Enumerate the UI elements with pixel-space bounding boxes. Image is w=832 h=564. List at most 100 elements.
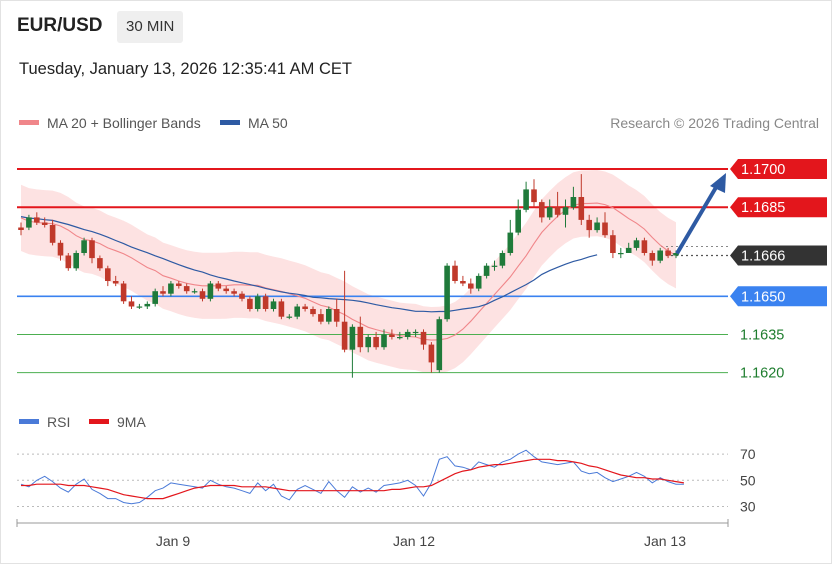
candle-body [649, 253, 656, 261]
credit-text: Research © 2026 Trading Central [610, 115, 819, 131]
candle-body [452, 265, 458, 281]
candle-body [215, 283, 222, 289]
candle-body [507, 232, 514, 253]
candle-body [97, 258, 103, 269]
candle-body [160, 291, 166, 294]
candle-body [523, 189, 529, 210]
candle-body [475, 275, 482, 289]
ma50-legend-label: MA 50 [248, 115, 288, 131]
rsi-plot: 70 50 30 [17, 446, 756, 515]
candle-body [610, 235, 616, 253]
candle-body [207, 283, 214, 299]
candle-body [302, 306, 308, 309]
candle-body [570, 197, 577, 208]
candle-body [373, 337, 379, 348]
resistance-level-label: 1.1685 [741, 200, 785, 216]
candle-body [191, 291, 198, 293]
price-plot [17, 168, 728, 378]
candle-body [586, 219, 592, 231]
ma50-legend-swatch [220, 120, 240, 125]
candle-body [436, 319, 443, 371]
candle-body [483, 265, 490, 276]
rsi-tick-label: 30 [740, 499, 756, 515]
candle-body [333, 309, 340, 322]
current-level-tag [730, 245, 827, 266]
candle-body [349, 326, 356, 350]
rsi-line [20, 449, 684, 505]
candle-body [26, 217, 32, 228]
resistance-level-tag [730, 159, 827, 179]
candle-body [562, 207, 569, 215]
candle-body [468, 283, 474, 289]
candle-body [381, 334, 387, 348]
rsi-tick-label: 50 [740, 472, 756, 488]
candle-body [397, 337, 403, 339]
candle-body [618, 253, 624, 255]
candle-body [665, 250, 671, 256]
candle-body [499, 253, 506, 266]
support-level-label: 1.1635 [740, 328, 784, 344]
candle-body [199, 291, 206, 299]
candle-body [460, 281, 466, 284]
candle-body [105, 268, 111, 281]
level-labels: 1.1700 1.1685 1.1666 1.1650 1.1635 1.1620 [730, 159, 827, 382]
candle-body [641, 240, 648, 253]
candle-body [239, 293, 245, 299]
candle-body [420, 331, 427, 345]
ma50-line [20, 216, 598, 313]
candle-body [81, 240, 87, 253]
candle-body [310, 309, 316, 315]
candle-body [34, 217, 40, 223]
candle-body [176, 283, 182, 286]
rsi-ma-legend-label: 9MA [117, 414, 146, 430]
candle-body [673, 253, 679, 256]
candle-body [294, 306, 300, 317]
candle-body [326, 309, 332, 322]
bollinger-band-area [21, 170, 676, 374]
candle-body [41, 222, 48, 225]
time-axis: Jan 9 Jan 12 Jan 13 [16, 519, 729, 549]
candle-body [657, 250, 663, 261]
candle-body [546, 207, 553, 218]
candle-body [602, 222, 608, 236]
rsi-tick-label: 70 [740, 446, 756, 462]
candle-body [412, 331, 419, 334]
rsi-legend-swatch [19, 419, 39, 424]
candle-body [144, 303, 151, 307]
candle-body [554, 207, 561, 215]
candle-body [247, 298, 253, 309]
current-level-label: 1.1666 [741, 249, 785, 265]
forecast-arrow [675, 182, 720, 255]
symbol-title: EUR/USD [17, 15, 103, 36]
time-tick-label: Jan 9 [156, 533, 190, 549]
candle-body [18, 227, 24, 230]
pivot-level-label: 1.1650 [741, 289, 785, 305]
timeframe-badge[interactable]: 30 MIN [117, 11, 184, 43]
candle-body [531, 189, 537, 203]
time-tick-label: Jan 12 [393, 533, 435, 549]
support-level-label: 1.1620 [740, 366, 784, 382]
candle-body [389, 334, 395, 337]
candle-body [223, 288, 229, 292]
forecast-arrowhead [710, 173, 726, 193]
candle-body [89, 240, 95, 259]
candle-body [254, 296, 261, 309]
candle-body [231, 291, 237, 294]
resistance-level-tag [730, 197, 827, 218]
candle-body [357, 326, 364, 348]
candle-body [183, 286, 190, 292]
candle-body [120, 283, 127, 302]
candle-body [539, 202, 545, 218]
resistance-level-label: 1.1700 [741, 162, 785, 178]
candle-body [152, 291, 158, 304]
timestamp: Tuesday, January 13, 2026 12:35:41 AM CE… [19, 60, 352, 78]
candle-body [128, 301, 135, 307]
candle-body [112, 281, 119, 284]
candle-body [318, 314, 324, 322]
candle-body [365, 337, 371, 348]
ma20-legend-label: MA 20 + Bollinger Bands [47, 115, 201, 131]
candle-body [57, 242, 64, 256]
rsi-legend-label: RSI [47, 414, 70, 430]
